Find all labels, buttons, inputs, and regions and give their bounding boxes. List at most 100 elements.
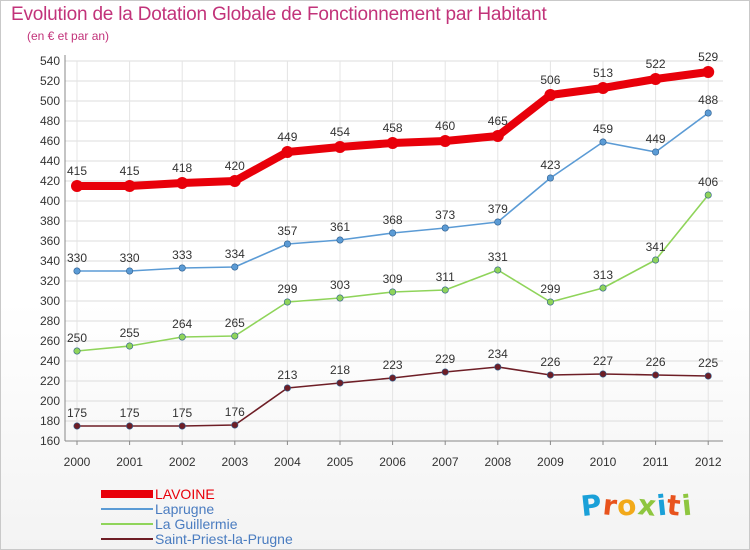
data-point-lavoine xyxy=(71,180,83,192)
data-label-saint-priest-la-prugne: 229 xyxy=(435,352,455,366)
data-point-la-guillermie xyxy=(126,342,134,350)
data-label-saint-priest-la-prugne: 227 xyxy=(593,354,613,368)
data-point-saint-priest-la-prugne xyxy=(652,371,660,379)
y-tick-label: 180 xyxy=(40,414,60,428)
data-label-la-guillermie: 264 xyxy=(172,317,192,331)
y-tick-label: 520 xyxy=(40,74,60,88)
data-point-la-guillermie xyxy=(494,266,502,274)
legend-label: Saint-Priest-la-Prugne xyxy=(155,531,293,547)
data-point-la-guillermie xyxy=(73,347,81,355)
data-label-laprugne: 379 xyxy=(488,202,508,216)
legend-label: La Guillermie xyxy=(155,516,238,532)
data-point-laprugne xyxy=(126,267,134,275)
legend-label: Laprugne xyxy=(155,501,215,517)
data-point-lavoine xyxy=(176,177,189,189)
data-label-la-guillermie: 341 xyxy=(646,240,666,254)
data-label-lavoine: 418 xyxy=(172,161,192,175)
chart-subtitle: (en € et par an) xyxy=(27,29,110,43)
data-point-saint-priest-la-prugne xyxy=(389,374,397,382)
x-tick-label: 2006 xyxy=(379,455,406,469)
data-label-saint-priest-la-prugne: 234 xyxy=(488,347,508,361)
data-point-laprugne xyxy=(652,148,660,156)
data-point-la-guillermie xyxy=(441,286,449,294)
data-label-la-guillermie: 406 xyxy=(698,175,718,189)
data-point-la-guillermie xyxy=(336,294,344,302)
data-point-la-guillermie xyxy=(389,288,397,296)
data-point-laprugne xyxy=(494,218,502,226)
data-point-saint-priest-la-prugne xyxy=(283,384,291,392)
data-label-la-guillermie: 331 xyxy=(488,250,508,264)
data-label-saint-priest-la-prugne: 225 xyxy=(698,356,718,370)
data-point-lavoine xyxy=(386,137,399,149)
data-label-laprugne: 488 xyxy=(698,93,718,107)
data-label-saint-priest-la-prugne: 175 xyxy=(172,406,192,420)
y-tick-label: 160 xyxy=(40,434,60,448)
y-tick-label: 480 xyxy=(40,114,60,128)
data-label-laprugne: 357 xyxy=(277,224,297,238)
x-tick-label: 2010 xyxy=(590,455,617,469)
data-label-lavoine: 522 xyxy=(646,57,666,71)
legend-swatch xyxy=(101,538,153,540)
data-label-la-guillermie: 299 xyxy=(540,282,560,296)
data-label-lavoine: 449 xyxy=(277,130,297,144)
proxiti-logo: Proxiti xyxy=(579,487,694,524)
x-axis-ticks: 2000 2001 2002 2003 2004 2005 2006 2007 2008 2009… xyxy=(64,455,722,469)
data-point-lavoine xyxy=(544,89,557,101)
y-tick-label: 380 xyxy=(40,214,60,228)
data-label-la-guillermie: 309 xyxy=(383,272,403,286)
series-laprugne xyxy=(73,109,712,275)
data-label-saint-priest-la-prugne: 175 xyxy=(67,406,87,420)
data-point-la-guillermie xyxy=(704,191,712,199)
data-label-la-guillermie: 303 xyxy=(330,278,350,292)
data-label-laprugne: 330 xyxy=(120,251,140,265)
data-point-saint-priest-la-prugne xyxy=(73,422,81,430)
series-la-guillermie xyxy=(73,191,712,355)
y-axis-ticks: 160 180 200 220 240 260 280 300 320 340 360 380 400 4… xyxy=(40,54,60,448)
data-label-saint-priest-la-prugne: 218 xyxy=(330,363,350,377)
data-point-saint-priest-la-prugne xyxy=(336,379,344,387)
data-label-lavoine: 454 xyxy=(330,125,350,139)
y-tick-label: 300 xyxy=(40,294,60,308)
data-label-laprugne: 368 xyxy=(383,213,403,227)
data-point-la-guillermie xyxy=(178,333,186,341)
y-tick-label: 320 xyxy=(40,274,60,288)
data-point-la-guillermie xyxy=(283,298,291,306)
y-tick-label: 500 xyxy=(40,94,60,108)
data-label-laprugne: 333 xyxy=(172,248,192,262)
data-label-laprugne: 459 xyxy=(593,122,613,136)
grid-lines xyxy=(65,60,723,442)
data-point-saint-priest-la-prugne xyxy=(441,368,449,376)
y-tick-label: 420 xyxy=(40,174,60,188)
data-point-lavoine xyxy=(439,135,452,147)
data-point-lavoine xyxy=(281,146,294,158)
data-point-laprugne xyxy=(231,263,239,271)
legend-label: LAVOINE xyxy=(155,486,215,502)
data-label-laprugne: 361 xyxy=(330,220,350,234)
legend-swatch xyxy=(101,523,153,525)
y-tick-label: 260 xyxy=(40,334,60,348)
data-label-lavoine: 529 xyxy=(698,50,718,64)
data-label-la-guillermie: 265 xyxy=(225,316,245,330)
y-tick-label: 200 xyxy=(40,394,60,408)
data-point-lavoine xyxy=(334,141,346,153)
data-point-saint-priest-la-prugne xyxy=(494,363,502,371)
series-layer xyxy=(71,66,715,430)
legend-swatch xyxy=(101,508,153,510)
data-point-laprugne xyxy=(336,236,344,244)
x-tick-label: 2009 xyxy=(537,455,564,469)
data-point-lavoine xyxy=(228,175,241,187)
data-label-saint-priest-la-prugne: 213 xyxy=(277,368,297,382)
data-label-lavoine: 458 xyxy=(383,121,403,135)
data-point-saint-priest-la-prugne xyxy=(599,370,607,378)
y-tick-label: 340 xyxy=(40,254,60,268)
data-label-saint-priest-la-prugne: 226 xyxy=(540,355,560,369)
logo-letter: P xyxy=(579,487,605,524)
x-tick-label: 2012 xyxy=(695,455,722,469)
data-point-la-guillermie xyxy=(546,298,554,306)
data-point-lavoine xyxy=(702,66,715,78)
y-tick-label: 460 xyxy=(40,134,60,148)
x-tick-label: 2008 xyxy=(484,455,511,469)
x-tick-label: 2004 xyxy=(274,455,301,469)
